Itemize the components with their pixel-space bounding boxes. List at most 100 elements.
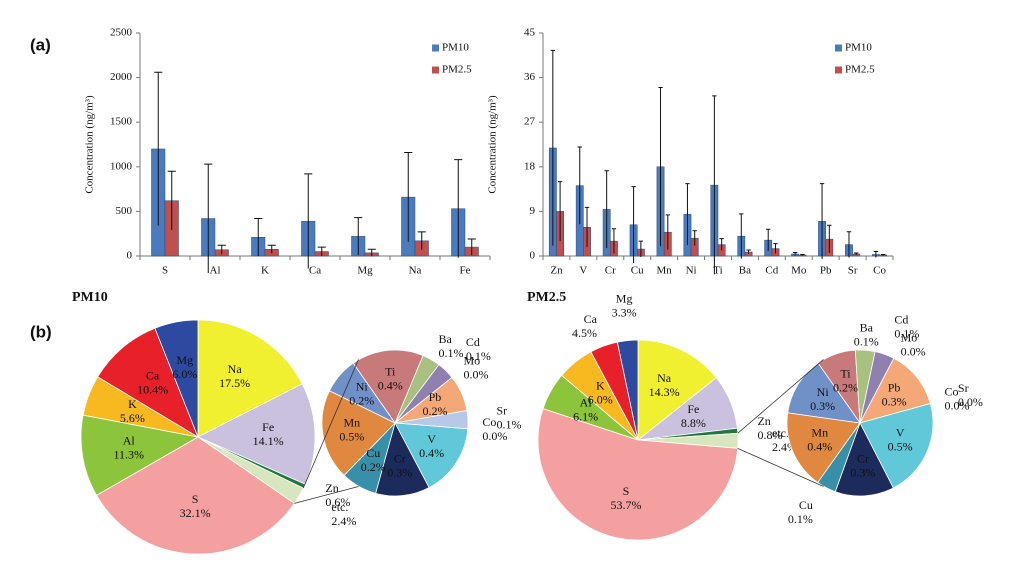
legend-swatch: [835, 66, 842, 74]
slice-category: Pb: [888, 380, 901, 394]
slice-label: Sr 0.1%: [496, 403, 521, 431]
slice-label: Ba 0.1%: [439, 332, 464, 360]
pie-slice: [96, 436, 295, 555]
slice-label: Ca 10.4%: [137, 368, 168, 396]
slice-label: Mo 0.0%: [901, 330, 926, 358]
slice-category: S: [192, 492, 199, 506]
error-bar: [665, 214, 670, 250]
error-bar: [766, 228, 771, 252]
slice-label: Al 11.3%: [113, 433, 144, 461]
error-bar: [267, 244, 276, 254]
x-tick-label: S: [162, 265, 168, 277]
slice-value: 0.5%: [339, 429, 364, 443]
error-bar: [167, 170, 176, 231]
slice-category: Cd: [894, 312, 908, 326]
slice-label: V 0.5%: [888, 425, 913, 453]
slice-value: 8.8%: [681, 416, 706, 430]
slice-label: Ti 0.4%: [378, 364, 403, 392]
slice-category: Mg: [616, 291, 633, 305]
pie-slice: [834, 421, 894, 497]
x-tick-label: Ti: [713, 265, 722, 277]
x-tick-label: Mg: [357, 265, 373, 277]
slice-value: 14.1%: [253, 434, 284, 448]
slice-value: 0.4%: [419, 446, 444, 460]
slice-label: Al 6.1%: [573, 395, 598, 423]
panel-label: (b): [30, 322, 52, 341]
slice-category: Mn: [344, 415, 361, 429]
x-tick-label: Co: [873, 265, 886, 277]
pie-slice: [321, 390, 396, 476]
slice-value: 6.0%: [172, 367, 197, 381]
slice-label: Mn 0.5%: [339, 415, 364, 443]
slice-label: Cd 0.1%: [466, 335, 491, 363]
slice-value: 0.3%: [387, 465, 412, 479]
error-bar: [557, 181, 563, 242]
error-bar: [712, 95, 717, 275]
error-bar: [880, 254, 886, 256]
slice-label: Cd 0.1%: [894, 312, 919, 340]
slice-label: Co 0.0%: [482, 415, 507, 443]
pie-slice: [787, 362, 861, 424]
slice-label: Pb 0.3%: [882, 380, 907, 408]
error-bar: [611, 228, 617, 254]
slice-value: 0.1%: [788, 512, 813, 526]
slice-category: etc.: [772, 426, 789, 440]
slice-value: 0.2%: [422, 404, 447, 418]
slice-label: Zn 0.6%: [325, 481, 350, 509]
slice-label: Cr 0.3%: [850, 451, 875, 479]
legend-swatch: [432, 66, 439, 74]
error-bar: [746, 249, 751, 255]
pie-title: PM2.5: [527, 290, 566, 305]
error-bar: [404, 152, 413, 242]
x-tick-label: K: [261, 265, 269, 277]
slice-category: Fe: [687, 402, 699, 416]
slice-label: Fe 8.8%: [681, 402, 706, 430]
legend-label: PM10: [442, 42, 469, 54]
slice-label: S 53.7%: [611, 484, 642, 512]
slice-label: etc. 2.4%: [331, 500, 356, 528]
pie-slice: [859, 403, 934, 489]
error-bar: [854, 252, 859, 256]
x-tick-label: Mo: [791, 265, 807, 277]
error-bar: [658, 87, 663, 247]
x-tick-label: Ca: [309, 265, 321, 277]
slice-category: Co: [944, 384, 958, 398]
slice-category: Cu: [799, 498, 813, 512]
error-bar: [417, 231, 426, 250]
slice-label: K 5.6%: [120, 397, 145, 425]
legend-label: PM10: [845, 42, 872, 54]
pie-slice: [786, 412, 861, 484]
slice-category: Pb: [429, 390, 442, 404]
pie-slice: [97, 327, 199, 438]
slice-category: Ti: [840, 366, 851, 380]
slice-category: Mo: [463, 353, 480, 367]
slice-category: Sr: [958, 381, 969, 395]
pie-title: PM10: [72, 290, 108, 305]
pie-slice: [859, 357, 931, 424]
error-bar: [454, 159, 463, 258]
slice-category: Al: [580, 395, 593, 409]
slice-category: Fe: [262, 420, 274, 434]
slice-value: 0.0%: [463, 367, 488, 381]
y-axis-label: Concentration (ng/m³): [487, 95, 499, 194]
error-bar: [638, 240, 644, 257]
slice-label: Co 0.0%: [944, 384, 969, 412]
connector: [737, 447, 824, 487]
error-bar: [819, 183, 825, 259]
connector: [737, 359, 824, 434]
slice-category: Co: [482, 415, 496, 429]
slice-value: 0.1%: [854, 334, 879, 348]
slice-category: Na: [228, 362, 243, 376]
x-tick-label: Al: [210, 265, 221, 277]
error-bar: [254, 218, 263, 256]
legend-label: PM2.5: [845, 64, 875, 76]
y-tick-label: 0: [530, 250, 536, 262]
error-bar: [685, 183, 690, 246]
slice-value: 4.5%: [572, 326, 597, 340]
y-tick-label: 500: [116, 205, 133, 217]
y-axis-label: Concentration (ng/m³): [84, 95, 96, 194]
slice-value: 6.0%: [588, 392, 613, 406]
slice-value: 0.2%: [349, 393, 374, 407]
slice-value: 14.3%: [649, 385, 680, 399]
